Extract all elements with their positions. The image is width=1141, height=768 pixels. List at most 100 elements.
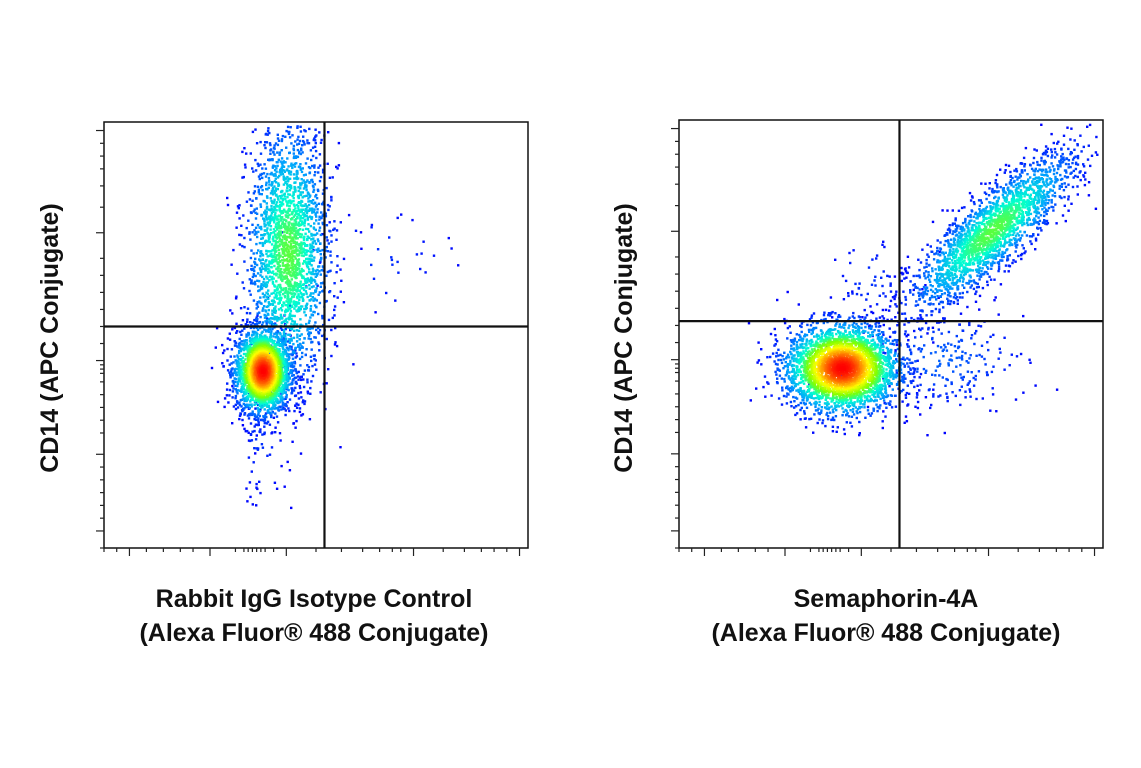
- event-dot: [294, 242, 298, 246]
- event-dot: [289, 283, 293, 287]
- event-dot: [277, 291, 281, 294]
- event-dot: [300, 267, 303, 271]
- event-dot: [276, 285, 279, 288]
- event-dot: [388, 236, 391, 239]
- event-dot: [273, 357, 277, 361]
- event-dot: [304, 314, 307, 317]
- event-dot: [287, 255, 290, 258]
- event-dot: [308, 280, 311, 283]
- event-dot: [296, 273, 299, 277]
- event-dot: [232, 248, 235, 252]
- event-dot: [289, 245, 292, 249]
- event-dot: [286, 227, 289, 230]
- event-dot: [301, 401, 304, 404]
- event-dot: [311, 267, 315, 270]
- event-dot: [302, 135, 305, 138]
- event-dot: [292, 173, 296, 176]
- event-dot: [270, 352, 273, 356]
- event-dot: [289, 314, 293, 317]
- event-dot: [275, 291, 278, 294]
- event-dot: [274, 412, 277, 415]
- event-dot: [307, 197, 310, 200]
- event-dot: [280, 194, 284, 197]
- event-dot: [283, 218, 286, 221]
- event-dot: [284, 303, 287, 307]
- event-dot: [260, 213, 264, 217]
- event-dot: [275, 331, 278, 334]
- event-dot: [288, 300, 291, 303]
- event-dot: [294, 380, 298, 384]
- event-dot: [291, 363, 294, 367]
- event-dot: [277, 267, 280, 270]
- event-dot: [238, 401, 241, 404]
- event-dot: [287, 363, 290, 366]
- event-dot: [241, 319, 245, 322]
- event-dot: [303, 259, 306, 263]
- event-dot: [280, 240, 284, 244]
- event-dot: [226, 196, 229, 200]
- event-dot: [239, 354, 242, 358]
- event-dot: [283, 169, 286, 172]
- event-dot: [241, 356, 245, 359]
- event-dot: [330, 240, 333, 243]
- event-dot: [276, 232, 280, 235]
- event-dot: [315, 193, 318, 197]
- event-dot: [302, 236, 306, 240]
- event-dot: [243, 163, 247, 166]
- event-dot: [286, 251, 289, 254]
- event-dot: [283, 360, 286, 363]
- event-dot: [231, 312, 234, 315]
- event-dot: [252, 381, 256, 384]
- event-dot: [239, 412, 242, 415]
- event-dot: [308, 247, 312, 250]
- event-dot: [238, 337, 241, 341]
- event-dot: [282, 250, 286, 253]
- event-dot: [287, 132, 291, 136]
- event-dot: [245, 152, 248, 155]
- event-dot: [278, 264, 282, 268]
- event-dot: [274, 233, 277, 236]
- event-dot: [250, 334, 254, 337]
- event-dot: [308, 418, 312, 421]
- event-dot: [240, 382, 243, 385]
- event-dot: [295, 329, 299, 332]
- event-dot: [253, 429, 256, 433]
- event-dot: [307, 321, 311, 325]
- event-dot: [281, 354, 285, 357]
- event-dot: [273, 200, 276, 203]
- event-dot: [275, 244, 278, 247]
- event-dot: [280, 309, 284, 312]
- event-dot: [283, 407, 286, 411]
- event-dot: [296, 138, 299, 141]
- event-dot: [422, 240, 425, 243]
- event-dot: [297, 201, 300, 205]
- event-dot: [263, 282, 266, 285]
- event-dot: [296, 237, 299, 240]
- event-dot: [239, 330, 242, 334]
- event-dot: [286, 293, 289, 296]
- event-dot: [280, 226, 283, 229]
- event-dot: [266, 187, 269, 191]
- event-dot: [274, 400, 277, 403]
- event-dot: [271, 385, 275, 388]
- event-dot: [226, 382, 229, 385]
- event-dot: [285, 268, 288, 272]
- event-dot: [273, 147, 276, 150]
- event-dot: [300, 355, 304, 359]
- event-dot: [306, 277, 310, 280]
- event-dot: [266, 292, 269, 295]
- event-dot: [261, 237, 264, 240]
- event-dot: [267, 342, 270, 346]
- event-dot: [265, 259, 268, 262]
- event-dot: [267, 409, 270, 412]
- event-dot: [226, 337, 230, 340]
- event-dot: [290, 239, 293, 242]
- event-dot: [291, 287, 294, 290]
- event-dot: [274, 385, 278, 388]
- event-dot: [297, 135, 300, 139]
- event-dot: [253, 318, 256, 322]
- event-dot: [265, 132, 268, 136]
- event-dot: [248, 350, 251, 353]
- event-dot: [257, 419, 260, 422]
- event-dot: [298, 246, 301, 250]
